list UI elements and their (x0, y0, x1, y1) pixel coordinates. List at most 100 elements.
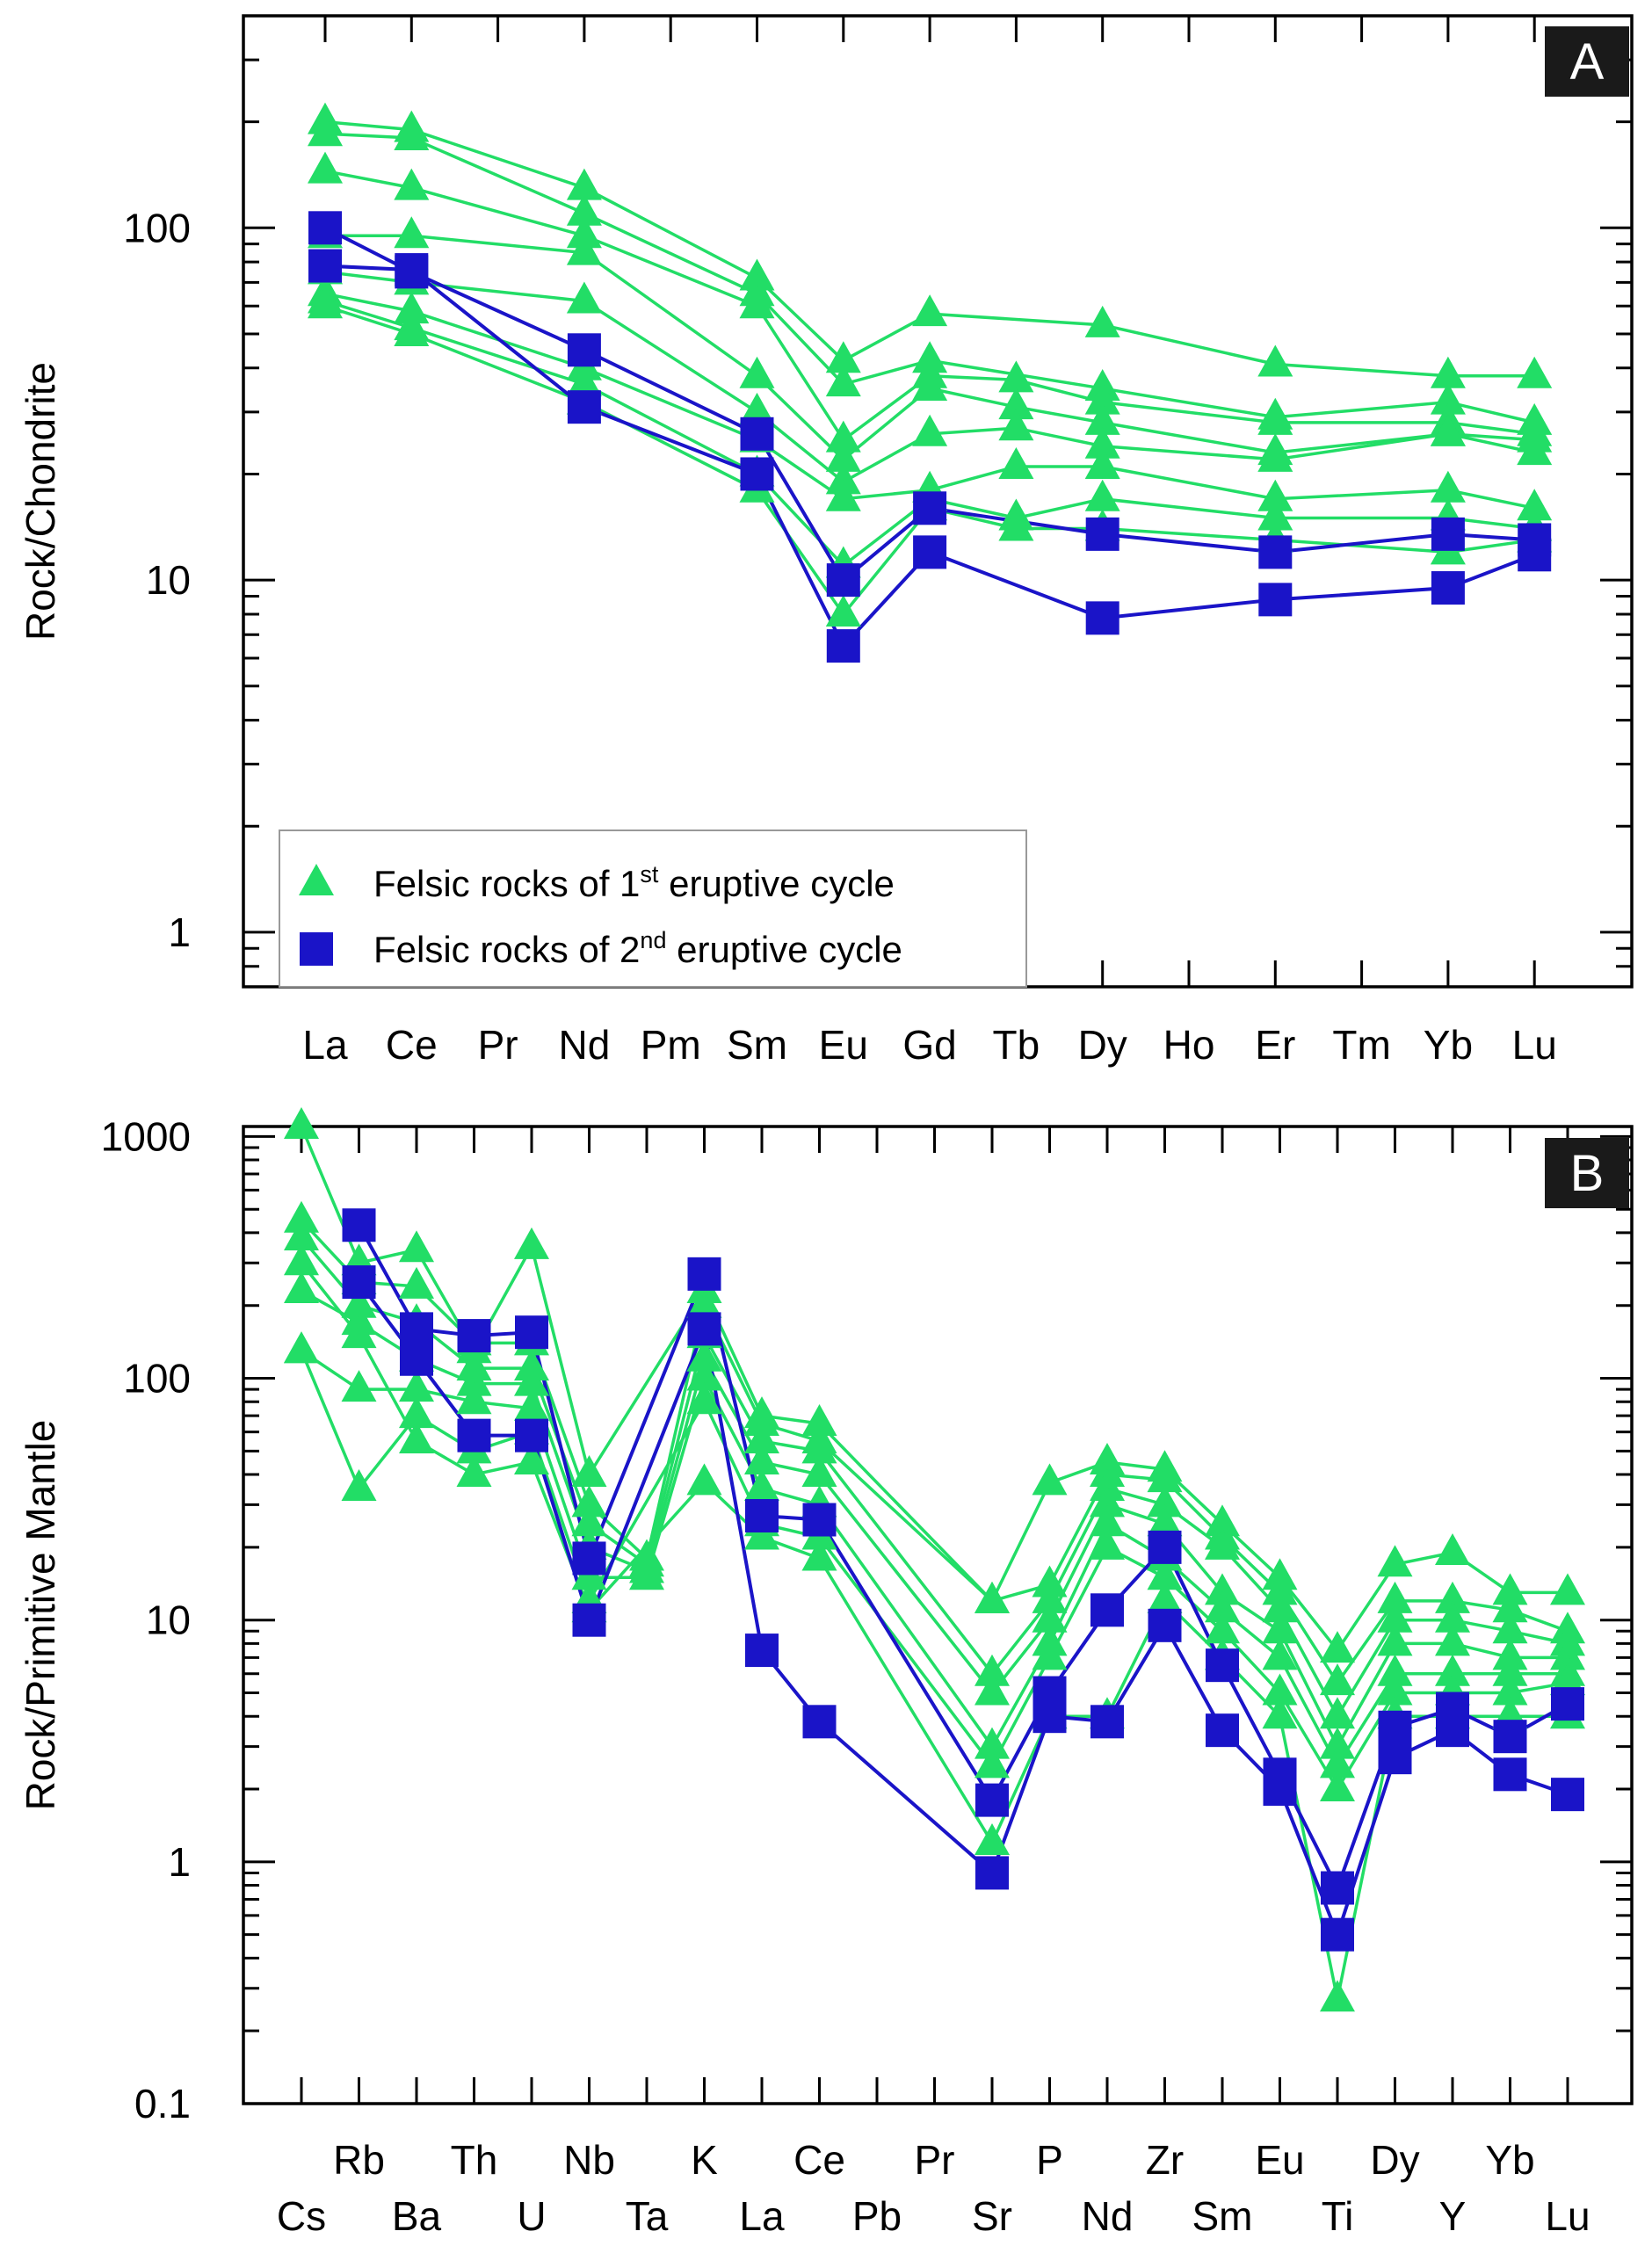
x-category-label: Ti (1322, 2193, 1354, 2239)
data-point-triangle (1262, 1573, 1298, 1605)
data-point-triangle (394, 314, 430, 346)
data-point-triangle (998, 409, 1034, 441)
data-point-triangle (686, 1339, 722, 1372)
data-point-triangle (1320, 1631, 1355, 1663)
series-line (324, 264, 1535, 649)
panel-label-badge (1545, 26, 1629, 97)
x-category-label: Y (1439, 2193, 1467, 2239)
data-point-triangle (284, 1271, 319, 1304)
data-point-triangle (1430, 470, 1466, 503)
data-point-square (975, 1783, 1009, 1817)
data-point-triangle (1090, 1527, 1125, 1560)
data-point-triangle (1492, 1638, 1528, 1670)
data-point-triangle (739, 356, 775, 388)
data-point-triangle (1517, 489, 1553, 521)
data-point-triangle (912, 369, 948, 402)
data-point-triangle (1084, 426, 1120, 459)
data-point-square (1378, 1741, 1412, 1775)
y-tick-label: 10 (146, 557, 191, 603)
x-category-label: Ce (386, 1022, 438, 1068)
data-point-triangle (566, 193, 602, 226)
data-point-triangle (1090, 1468, 1125, 1501)
data-point-triangle (1320, 1980, 1355, 2012)
data-point-triangle (284, 1219, 319, 1251)
data-point-triangle (1320, 1727, 1355, 1759)
x-category-label: K (691, 2137, 718, 2183)
data-point-triangle (1492, 1654, 1528, 1686)
x-category-label: Pr (915, 2137, 955, 2183)
x-category-label: Ta (626, 2193, 669, 2239)
data-point-triangle (825, 365, 861, 397)
data-point-square (1378, 1710, 1412, 1744)
data-point-triangle (1492, 1612, 1528, 1644)
data-point-triangle (514, 1442, 549, 1474)
x-category-label: Pr (478, 1022, 518, 1068)
data-point-triangle (284, 1331, 319, 1364)
data-point-square (1032, 1699, 1067, 1734)
data-point-triangle (1147, 1581, 1183, 1613)
data-point-triangle (341, 1370, 377, 1402)
data-point-triangle (514, 1388, 549, 1421)
data-point-triangle (1090, 1504, 1125, 1537)
data-point-triangle (1320, 1746, 1355, 1778)
data-point-triangle (912, 294, 948, 327)
y-tick-label: 100 (123, 205, 191, 250)
data-point-triangle (1320, 1663, 1355, 1696)
legend-box (279, 829, 1027, 988)
data-point-square (342, 1208, 376, 1242)
data-point-square (1321, 1917, 1354, 1952)
x-category-label: Yb (1485, 2137, 1534, 2183)
x-category-label: Sm (1192, 2193, 1253, 2239)
data-point-triangle (1550, 1573, 1585, 1605)
data-point-triangle (1205, 1612, 1240, 1644)
x-category-label: Nd (558, 1022, 610, 1068)
data-point-square (308, 249, 342, 283)
data-point-square (1551, 1687, 1584, 1721)
data-point-triangle (1257, 479, 1293, 511)
panel-label: A (1570, 33, 1605, 91)
data-point-triangle (975, 1746, 1010, 1778)
x-category-label: La (302, 1022, 348, 1068)
data-point-triangle (1205, 1527, 1240, 1560)
data-point-triangle (739, 392, 775, 424)
x-category-label: Eu (819, 1022, 868, 1068)
data-point-triangle (975, 1727, 1010, 1759)
data-point-triangle (1435, 1624, 1470, 1656)
data-point-square (1206, 1713, 1239, 1748)
data-point-triangle (686, 1286, 722, 1318)
x-category-label: Sm (727, 1022, 787, 1068)
x-category-label: Rb (333, 2137, 385, 2183)
data-point-square (1090, 1705, 1124, 1739)
data-point-triangle (571, 1485, 607, 1518)
data-point-square (1493, 1720, 1527, 1754)
panel-a: 1 10 100 La Ce Pr Nd Pm Sm Eu Gd Tb Dy Ho Er Tm Yb Lu Rock… (18, 14, 1634, 1068)
x-category-label: Zr (1146, 2137, 1184, 2183)
data-point-square (572, 1541, 606, 1576)
data-point-triangle (566, 168, 602, 200)
data-point-triangle (456, 1364, 492, 1396)
data-point-triangle (1084, 402, 1120, 435)
data-point-triangle (1147, 1504, 1183, 1537)
data-point-triangle (998, 509, 1034, 541)
data-point-triangle (284, 1200, 319, 1233)
data-point-triangle (1517, 356, 1553, 388)
data-point-triangle (284, 1243, 319, 1276)
data-point-triangle (1430, 356, 1466, 388)
data-point-triangle (801, 1539, 837, 1571)
x-category-label: Nb (563, 2137, 615, 2183)
legend-triangle-icon (299, 864, 334, 895)
data-point-triangle (456, 1455, 492, 1488)
data-point-triangle (1032, 1463, 1068, 1496)
data-point-square (342, 1265, 376, 1300)
data-point-square (826, 563, 860, 598)
data-point-triangle (456, 1382, 492, 1415)
data-point-triangle (1377, 1600, 1413, 1633)
x-category-label: La (739, 2193, 785, 2239)
data-point-square (802, 1503, 837, 1537)
y-axis-label: Rock/Chondrite (18, 362, 63, 641)
data-point-triangle (744, 1421, 779, 1453)
data-point-triangle (1032, 1565, 1068, 1597)
data-point-triangle (1257, 498, 1293, 531)
data-point-square (1090, 1593, 1124, 1627)
data-point-triangle (399, 1230, 434, 1263)
